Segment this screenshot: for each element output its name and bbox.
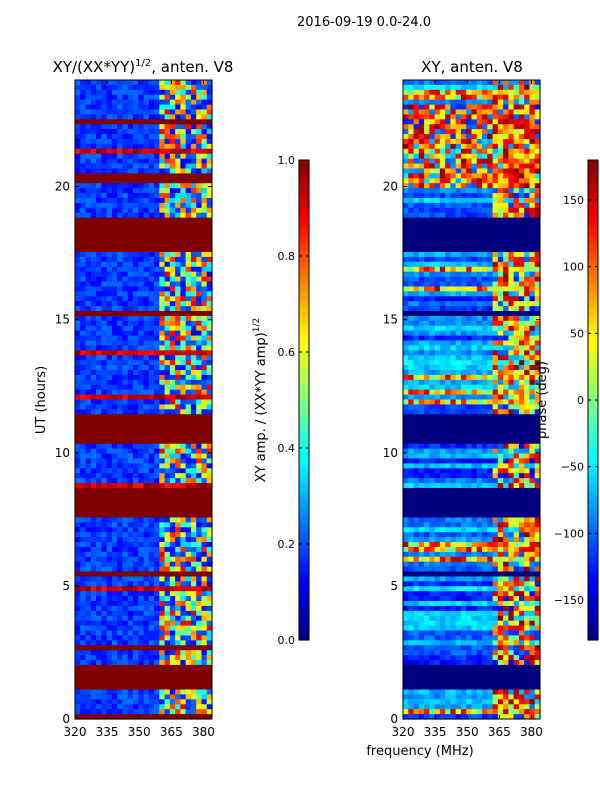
colorbar-tick-label: 1.0	[278, 154, 296, 167]
colorbar-tick-label: −150	[554, 594, 584, 607]
colorbar-tick-label: −50	[561, 461, 584, 474]
colorbar-tick-label: 150	[563, 194, 584, 207]
xtick-label: 335	[424, 725, 447, 739]
xtick-label: 380	[192, 725, 215, 739]
left-colorbar	[299, 160, 309, 641]
right-colorbar-label: phase (deg)	[535, 361, 550, 439]
left-ylabel: UT (hours)	[34, 366, 49, 434]
left-ytick-labels: 0 5 10 15 20	[55, 180, 70, 727]
colorbar-tick-label: 0.6	[278, 346, 296, 359]
ytick-label: 5	[62, 579, 70, 593]
colorbar-tick-label: 0.2	[278, 538, 296, 551]
xtick-label: 365	[488, 725, 511, 739]
right-xlabel: frequency (MHz)	[366, 744, 473, 759]
ytick-label: 20	[55, 180, 70, 194]
xtick-label: 380	[520, 725, 543, 739]
colorbar-tick-label: 0.8	[278, 250, 296, 263]
ytick-label: 20	[383, 180, 398, 194]
colorbar-tick-label: 0	[577, 394, 584, 407]
ytick-label: 10	[383, 446, 398, 460]
left-xtick-labels: 320 335 350 365 380	[64, 725, 215, 739]
xtick-label: 350	[128, 725, 151, 739]
xtick-label: 350	[456, 725, 479, 739]
xtick-label: 320	[392, 725, 415, 739]
xtick-label: 365	[160, 725, 183, 739]
ytick-label: 15	[55, 313, 70, 327]
colorbar-tick-label: 0.4	[278, 442, 296, 455]
right-colorbar-tick-labels: −150 −100 −50 0 50 100 150	[554, 194, 584, 607]
ytick-label: 0	[62, 712, 70, 726]
colorbar-tick-label: −100	[554, 527, 584, 540]
left-plot-title: XY/(XX*YY)1/2, anten. V8	[53, 58, 234, 76]
xtick-label: 320	[64, 725, 87, 739]
right-ytick-labels: 0 5 10 15 20	[383, 180, 398, 727]
right-xtick-labels: 320 335 350 365 380	[392, 725, 543, 739]
ytick-label: 10	[55, 446, 70, 460]
colorbar-tick-label: 50	[570, 327, 584, 340]
right-heatmap	[403, 80, 541, 720]
xtick-label: 335	[96, 725, 119, 739]
left-colorbar-tick-labels: 0.0 0.2 0.4 0.6 0.8 1.0	[278, 154, 296, 647]
left-heatmap	[75, 80, 213, 720]
left-colorbar-label: XY amp. / (XX*YY amp)1/2	[252, 318, 269, 482]
colorbar-tick-label: 100	[563, 261, 584, 274]
right-colorbar	[588, 160, 598, 641]
figure-suptitle: 2016-09-19 0.0-24.0	[297, 15, 431, 30]
ytick-label: 0	[390, 712, 398, 726]
right-plot-title: XY, anten. V8	[421, 58, 523, 76]
ytick-label: 5	[390, 579, 398, 593]
ytick-label: 15	[383, 313, 398, 327]
colorbar-tick-label: 0.0	[278, 634, 296, 647]
